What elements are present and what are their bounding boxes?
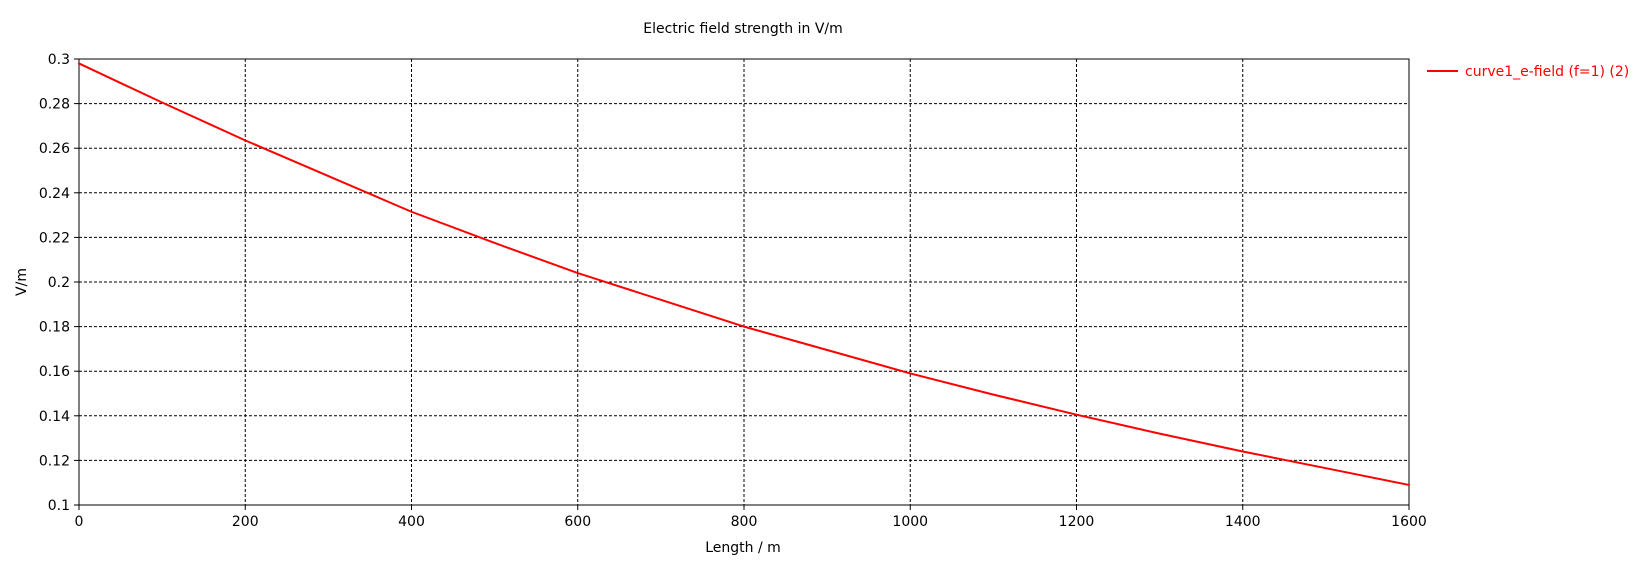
y-tick-label: 0.14 bbox=[39, 409, 70, 425]
x-tick-label: 0 bbox=[75, 514, 84, 530]
y-tick-label: 0.18 bbox=[39, 320, 70, 336]
x-axis-ticks: 0 200 400 600 800 1000 1200 1400 1600 bbox=[75, 505, 1427, 530]
y-tick-label: 0.1 bbox=[48, 498, 70, 514]
x-tick-label: 1200 bbox=[1059, 514, 1095, 530]
grid-lines bbox=[79, 59, 1409, 505]
chart-title: Electric field strength in V/m bbox=[643, 21, 843, 37]
legend: curve1_e-field (f=1) (2) bbox=[1427, 64, 1629, 80]
y-tick-label: 0.12 bbox=[39, 453, 70, 469]
y-tick-label: 0.22 bbox=[39, 230, 70, 246]
x-axis-label: Length / m bbox=[705, 540, 781, 556]
x-tick-label: 200 bbox=[232, 514, 259, 530]
x-tick-label: 800 bbox=[731, 514, 758, 530]
x-tick-label: 1600 bbox=[1391, 514, 1427, 530]
legend-label: curve1_e-field (f=1) (2) bbox=[1465, 64, 1629, 80]
y-tick-label: 0.2 bbox=[48, 275, 70, 291]
x-tick-label: 1400 bbox=[1225, 514, 1261, 530]
x-tick-label: 1000 bbox=[892, 514, 928, 530]
y-tick-label: 0.24 bbox=[39, 186, 70, 202]
x-tick-label: 400 bbox=[398, 514, 425, 530]
y-tick-label: 0.26 bbox=[39, 141, 70, 157]
y-axis-label: V/m bbox=[14, 268, 30, 296]
y-tick-label: 0.28 bbox=[39, 97, 70, 113]
x-tick-label: 600 bbox=[564, 514, 591, 530]
y-axis-ticks: 0.1 0.12 0.14 0.16 0.18 0.2 0.22 0.24 0.26 0.28 0.… bbox=[39, 52, 79, 514]
y-tick-label: 0.16 bbox=[39, 364, 70, 380]
series-layer bbox=[78, 62, 1410, 486]
series-line bbox=[78, 62, 1410, 486]
y-tick-label: 0.3 bbox=[48, 52, 70, 68]
